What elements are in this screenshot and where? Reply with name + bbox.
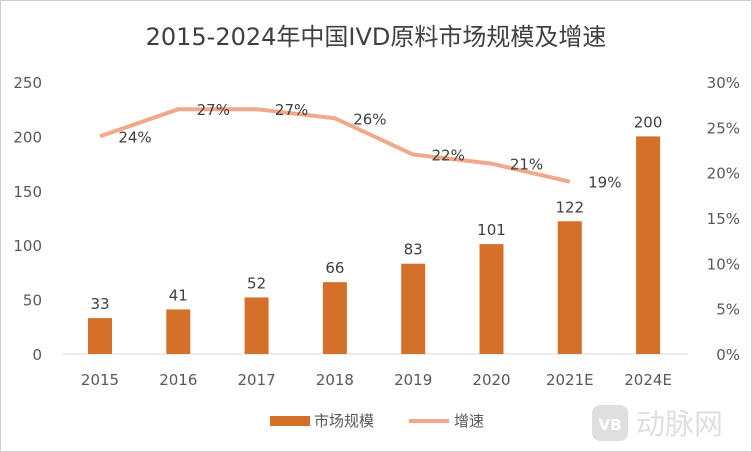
y-left-tick-50: 50 [23, 292, 42, 310]
y-right-tick-10%: 10% [707, 255, 740, 273]
growth-label-2017: 27% [275, 101, 308, 119]
y-left-tick-200: 200 [13, 128, 42, 146]
y-right-tick-30%: 30% [707, 74, 740, 92]
y-right-tick-0%: 0% [716, 346, 740, 364]
growth-label-2020: 21% [510, 156, 543, 174]
y-right-tick-25%: 25% [707, 119, 740, 137]
legend-label-growth: 增速 [454, 412, 484, 430]
growth-label-2021E: 19% [588, 174, 621, 192]
bar-2021E [557, 221, 582, 354]
y-left-tick-150: 150 [13, 183, 42, 201]
growth-label-2019: 22% [432, 147, 465, 165]
x-tick-2015: 2015 [81, 371, 119, 389]
x-tick-2018: 2018 [316, 371, 354, 389]
bar-2017 [244, 297, 269, 354]
x-tick-2017: 2017 [238, 371, 276, 389]
chart-title: 2015-2024年中国IVD原料市场规模及增速 [146, 23, 607, 51]
x-tick-2016: 2016 [159, 371, 197, 389]
y-right-tick-20%: 20% [707, 165, 740, 183]
y-left-tick-100: 100 [13, 237, 42, 255]
bar-2024E [636, 136, 661, 354]
x-tick-2020: 2020 [472, 371, 510, 389]
growth-label-2016: 27% [197, 101, 230, 119]
growth-label-2015: 24% [118, 128, 151, 146]
bar-label-2020: 101 [477, 221, 506, 239]
bar-2018 [322, 282, 347, 354]
x-tick-2021E: 2021E [546, 371, 594, 389]
bar-label-2021E: 122 [555, 198, 584, 216]
legend-swatch-market-size [270, 416, 310, 426]
y-right-tick-15%: 15% [707, 210, 740, 228]
bar-2016 [166, 309, 191, 354]
svg-text:VB: VB [598, 416, 621, 434]
bar-2015 [88, 318, 112, 354]
x-tick-2019: 2019 [394, 371, 432, 389]
growth-label-2018: 26% [353, 110, 386, 128]
legend: 市场规模 增速 [270, 412, 484, 430]
y-left-tick-0: 0 [32, 346, 42, 364]
watermark-text: 动脉网 [636, 407, 723, 441]
bar-label-2017: 52 [247, 274, 266, 292]
bar-label-2024E: 200 [634, 113, 663, 131]
bar-2019 [401, 263, 426, 354]
watermark: VB 动脉网 [592, 405, 723, 441]
bar-2020 [479, 244, 504, 354]
bar-label-2019: 83 [404, 241, 423, 259]
y-right-tick-5%: 5% [716, 301, 740, 319]
bar-label-2016: 41 [169, 286, 188, 304]
x-tick-2024E: 2024E [624, 371, 672, 389]
y-left-tick-250: 250 [13, 74, 42, 92]
bar-label-2015: 33 [90, 295, 109, 313]
bar-label-2018: 66 [325, 259, 344, 277]
watermark-logo-icon [592, 405, 628, 441]
legend-label-market-size: 市场规模 [314, 412, 374, 430]
